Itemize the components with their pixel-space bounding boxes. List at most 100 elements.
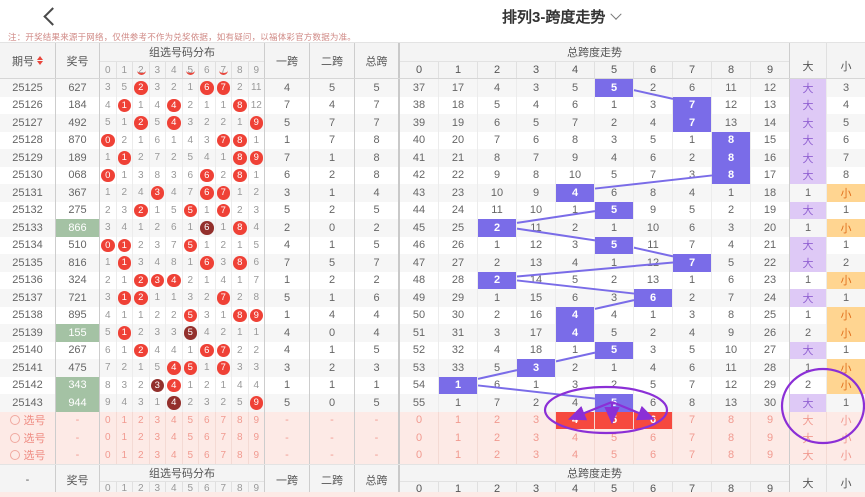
prize-cell: 189: [56, 149, 100, 167]
title-dropdown[interactable]: 排列3-跨度走势: [502, 6, 623, 27]
pick-trend-digit[interactable]: 2: [478, 411, 517, 429]
pick-digit[interactable]: 4: [166, 429, 183, 447]
span1-cell: 4: [265, 79, 310, 97]
pick-digit[interactable]: 7: [216, 429, 232, 447]
pick-big[interactable]: 大: [790, 446, 827, 464]
pick-digit[interactable]: 1: [117, 429, 133, 447]
pick-digit[interactable]: 2: [133, 446, 150, 464]
pick-radio[interactable]: [9, 450, 20, 461]
pick-trend-digit[interactable]: 8: [712, 429, 751, 447]
pick-digit[interactable]: 8: [232, 446, 249, 464]
pick-small[interactable]: 小: [840, 450, 852, 463]
pick-trend-digit[interactable]: 1: [439, 429, 478, 447]
pick-radio[interactable]: [9, 415, 20, 426]
period-cell: 25134: [0, 236, 56, 254]
pick-digit[interactable]: 3: [150, 446, 166, 464]
pick-trend-digit[interactable]: 6: [634, 446, 673, 464]
trend-miss-cell: 32: [439, 341, 478, 359]
pick-trend-digit[interactable]: 4: [556, 446, 595, 464]
pick-big[interactable]: 大: [790, 411, 827, 429]
dist-cell: 2: [133, 376, 150, 394]
pick-trend-digit[interactable]: 0: [400, 429, 439, 447]
trend-miss-cell: 13: [751, 96, 790, 114]
pick-digit[interactable]: 4: [166, 411, 183, 429]
pick-digit[interactable]: 3: [150, 429, 166, 447]
trend-miss-cell: 3: [712, 219, 751, 237]
dist-cell: 1: [117, 166, 133, 184]
pick-digit[interactable]: 3: [150, 411, 166, 429]
pick-digit[interactable]: 7: [216, 446, 232, 464]
pick-digit[interactable]: 5: [183, 411, 199, 429]
pick-trend-digit[interactable]: 7: [673, 429, 712, 447]
pick-trend-digit[interactable]: 8: [712, 446, 751, 464]
sort-period-icon[interactable]: [37, 56, 43, 65]
header-span2: 二跨: [310, 43, 355, 78]
prize-cell: 324: [56, 271, 100, 289]
pick-digit[interactable]: 6: [199, 429, 216, 447]
pick-trend-digit[interactable]: 2: [478, 446, 517, 464]
pick-trend-digit[interactable]: 5: [595, 429, 634, 447]
pick-digit[interactable]: 0: [100, 411, 117, 429]
pick-trend-digit[interactable]: 0: [400, 446, 439, 464]
pick-digit[interactable]: 1: [117, 411, 133, 429]
pick-trend-digit[interactable]: 4: [556, 411, 595, 429]
pick-trend-digit[interactable]: 6: [634, 411, 673, 429]
pick-digit[interactable]: 0: [100, 446, 117, 464]
pick-trend-digit[interactable]: 3: [517, 446, 556, 464]
pick-small[interactable]: 小: [840, 432, 852, 445]
back-icon[interactable]: [43, 7, 62, 26]
hit-digit-ball: 1: [117, 98, 131, 112]
pick-radio[interactable]: [9, 432, 20, 443]
pick-digit[interactable]: 2: [133, 429, 150, 447]
pick-digit[interactable]: 9: [249, 411, 265, 429]
pick-digit[interactable]: 9: [249, 429, 265, 447]
span2-cell: 1: [310, 236, 355, 254]
pick-trend-digit[interactable]: 4: [556, 429, 595, 447]
pick-digit[interactable]: 6: [199, 411, 216, 429]
pick-trend-digit[interactable]: 3: [517, 411, 556, 429]
table-row: 25142 343 8 3 2 3 4 1 2 1 4 4 1 1 1 54 1 6 1 3 2 5 7 12 29 2 小: [0, 376, 865, 394]
pick-digit[interactable]: 7: [216, 411, 232, 429]
pick-digit[interactable]: 2: [133, 411, 150, 429]
hit-digit-ball: 1: [117, 256, 131, 270]
prize-cell: 510: [56, 236, 100, 254]
pick-trend-digit[interactable]: 1: [439, 411, 478, 429]
pick-trend-digit[interactable]: 8: [712, 411, 751, 429]
pick-digit[interactable]: 0: [100, 429, 117, 447]
header-trend-digit: 2: [478, 62, 517, 78]
pick-trend-digit[interactable]: 5: [595, 411, 634, 429]
pick-trend-digit[interactable]: 3: [517, 429, 556, 447]
pick-trend-digit[interactable]: 9: [751, 411, 790, 429]
pick-digit[interactable]: 8: [232, 411, 249, 429]
dist-cell: 2: [216, 114, 232, 132]
pick-big[interactable]: 大: [790, 429, 827, 447]
pick-small[interactable]: 小: [840, 415, 852, 428]
pick-digit[interactable]: 5: [183, 429, 199, 447]
pick-trend-digit[interactable]: 1: [439, 446, 478, 464]
header-big: 大: [790, 43, 827, 78]
pick-digit[interactable]: 8: [232, 429, 249, 447]
dist-cell: 5: [183, 149, 199, 167]
pick-trend-digit[interactable]: 7: [673, 411, 712, 429]
hit-digit-ball: 7: [216, 203, 230, 217]
trend-span-cell: 2: [478, 271, 517, 289]
pick-digit[interactable]: 4: [166, 446, 183, 464]
pick-digit[interactable]: 9: [249, 446, 265, 464]
pick-trend-digit[interactable]: 5: [595, 446, 634, 464]
dist-cell: 1: [133, 306, 150, 324]
pick-digit[interactable]: 1: [117, 446, 133, 464]
pick-trend-digit[interactable]: 9: [751, 446, 790, 464]
pick-digit[interactable]: 6: [199, 446, 216, 464]
pick-trend-digit[interactable]: 9: [751, 429, 790, 447]
hot-digit-mark: [136, 69, 146, 75]
pick-trend-digit[interactable]: 7: [673, 446, 712, 464]
prize-cell: 367: [56, 184, 100, 202]
pick-trend-digit[interactable]: 0: [400, 411, 439, 429]
dist-cell: 8: [249, 289, 265, 307]
pick-trend-digit[interactable]: 6: [634, 429, 673, 447]
pick-digit[interactable]: 5: [183, 446, 199, 464]
dist-cell: 8: [232, 131, 249, 149]
trend-miss-cell: 7: [712, 289, 751, 307]
dist-cell: 6: [249, 254, 265, 272]
pick-trend-digit[interactable]: 2: [478, 429, 517, 447]
